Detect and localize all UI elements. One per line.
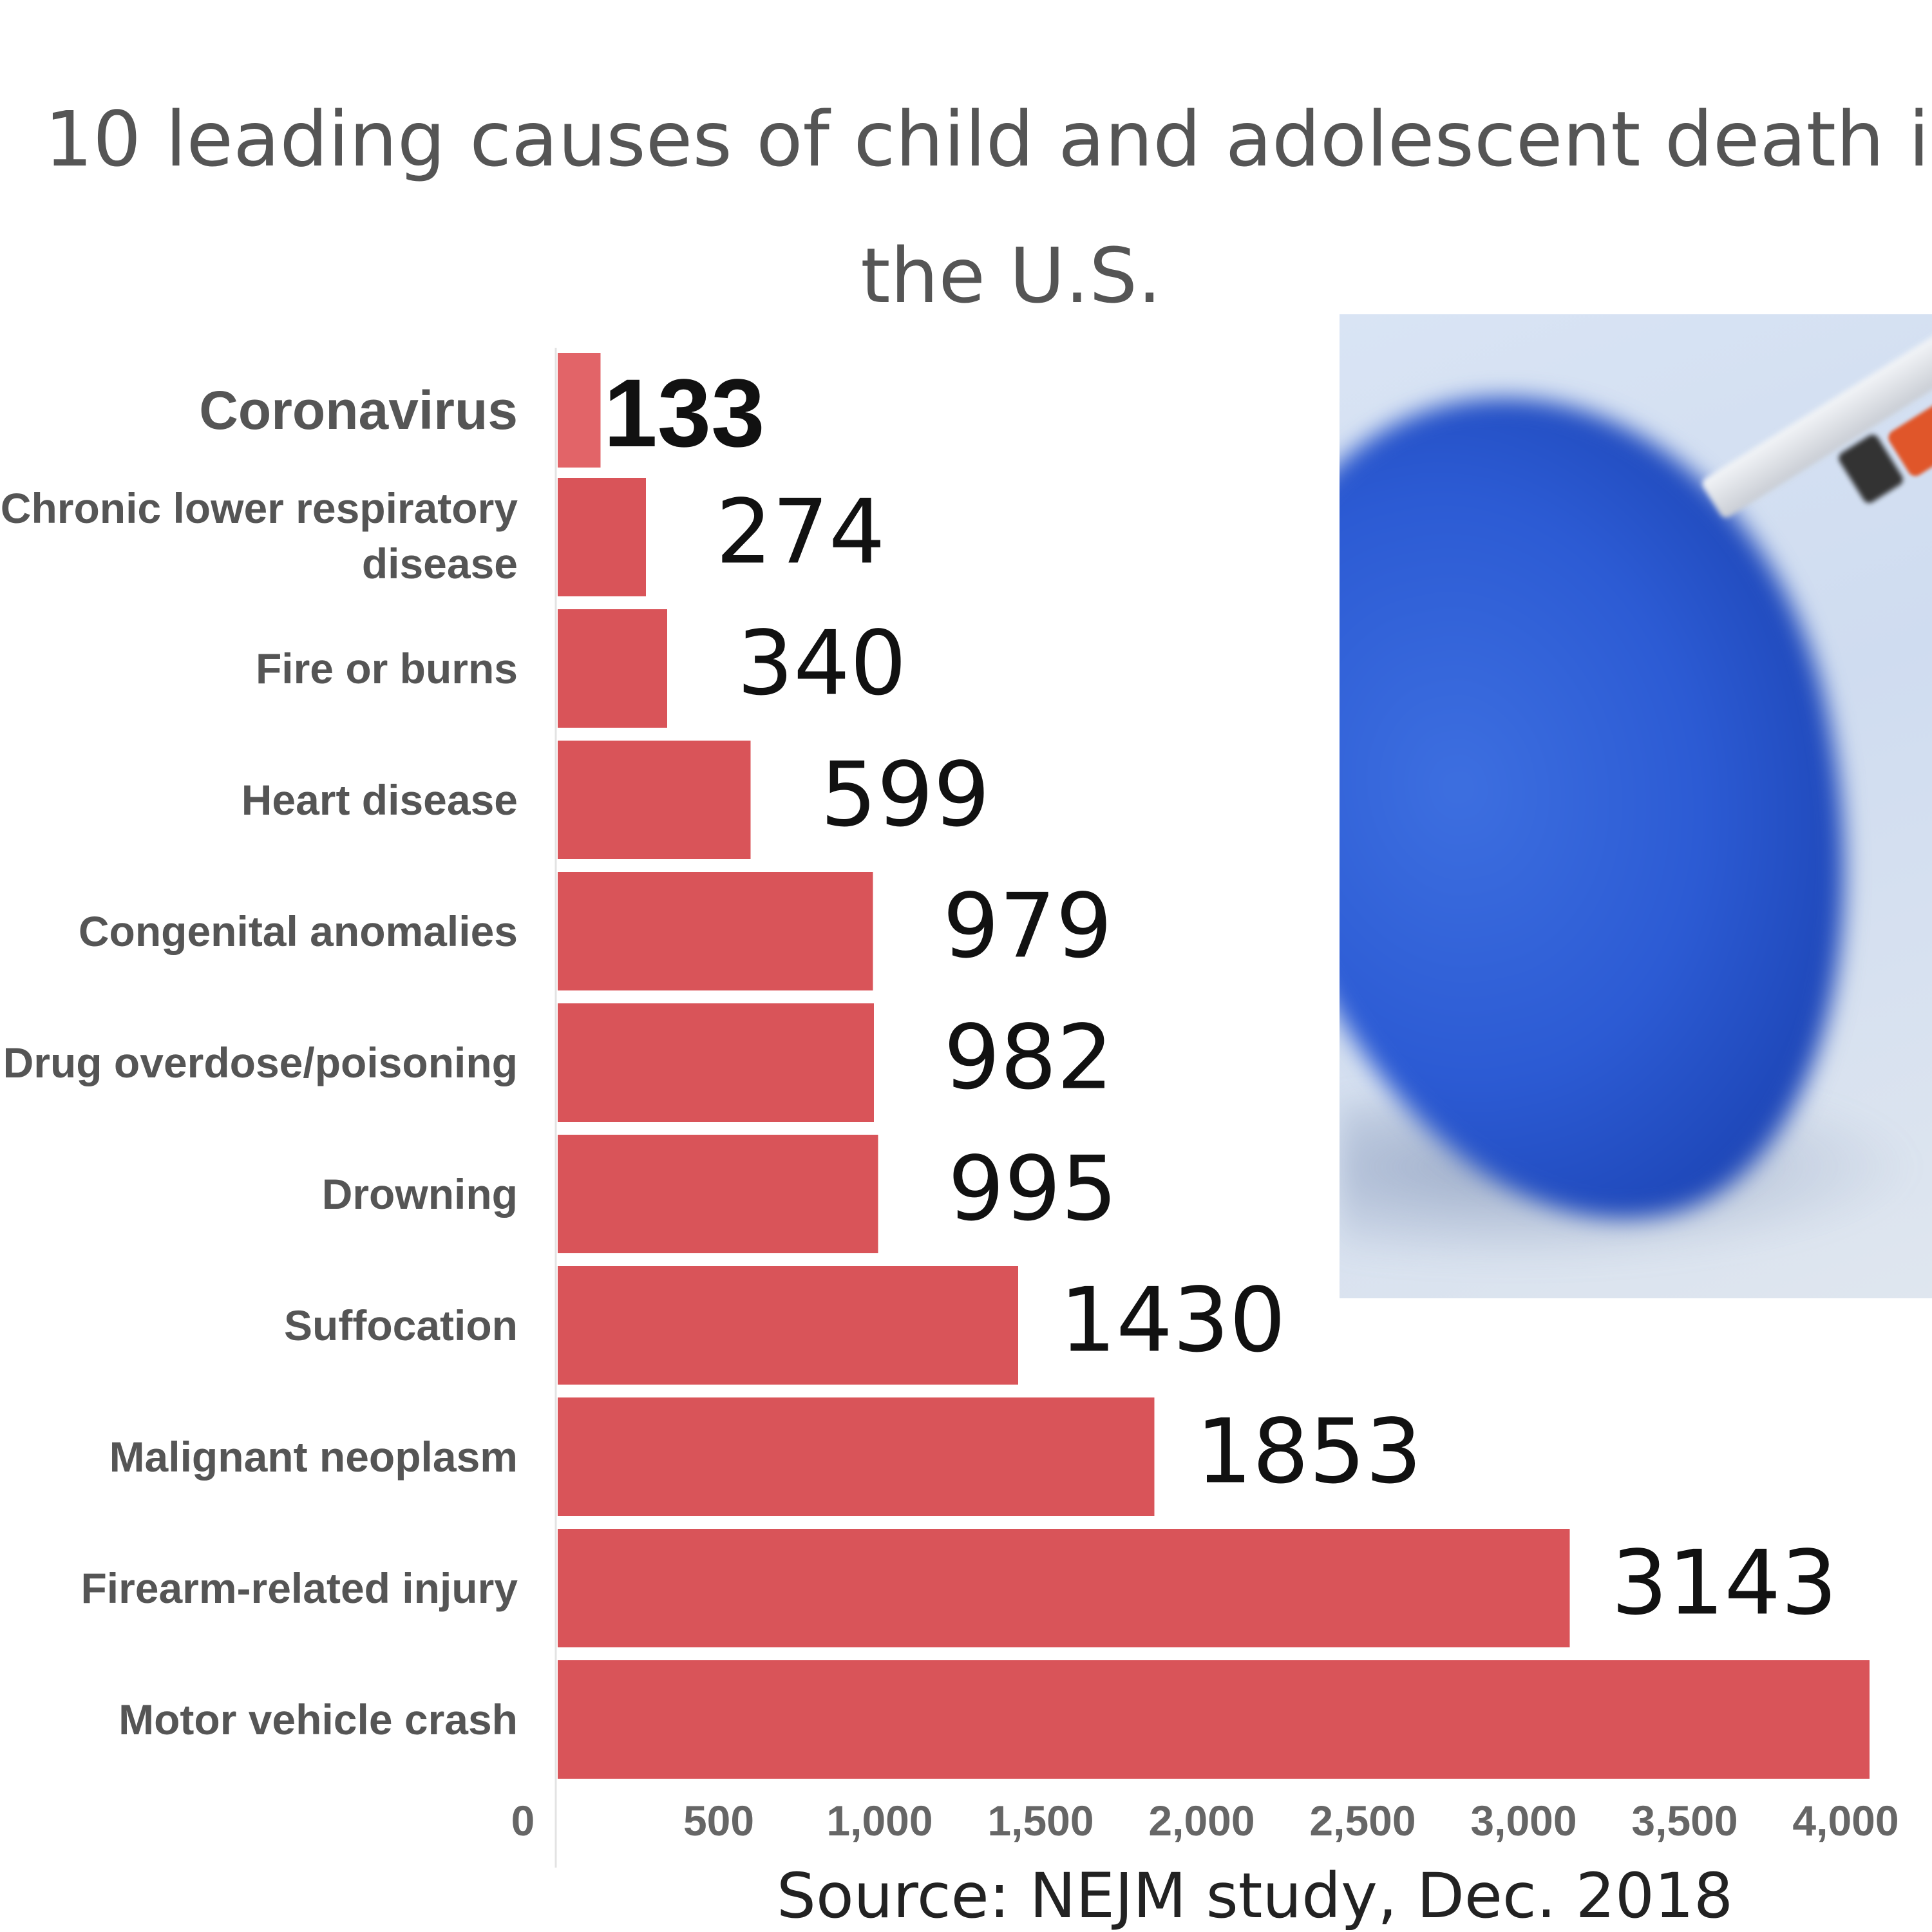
chart-title: 10 leading causes of child and adolescen… <box>44 95 1932 320</box>
x-tick-label: 500 <box>683 1797 754 1844</box>
category-label: Malignant neoplasm <box>109 1433 518 1481</box>
data-label: 3143 <box>1611 1531 1837 1635</box>
bar <box>558 1529 1570 1647</box>
category-label-line: disease <box>362 540 518 587</box>
data-label: 133 <box>603 359 764 467</box>
bar <box>558 1003 874 1122</box>
data-label: 599 <box>820 743 990 847</box>
x-tick-label: 0 <box>511 1797 535 1844</box>
category-label: Firearm-related injury <box>80 1564 518 1612</box>
x-tick-label: 1,000 <box>826 1797 933 1844</box>
category-label: Drowning <box>322 1170 518 1218</box>
x-tick-label: 2,500 <box>1309 1797 1416 1844</box>
category-label: Fire or burns <box>256 645 518 692</box>
category-label: Suffocation <box>284 1302 518 1349</box>
x-tick-label: 2,000 <box>1148 1797 1255 1844</box>
bar <box>558 353 601 468</box>
x-tick-label: 3,500 <box>1631 1797 1738 1844</box>
data-label: 1853 <box>1196 1400 1422 1504</box>
data-label: 995 <box>948 1137 1117 1241</box>
bar <box>558 1397 1155 1516</box>
x-tick-label: 1,500 <box>987 1797 1094 1844</box>
data-label: 982 <box>943 1006 1113 1110</box>
data-label: 979 <box>943 875 1112 978</box>
category-label: Chronic lower respiratory disease <box>1 484 518 587</box>
category-label: Heart disease <box>242 776 518 824</box>
bar <box>558 741 751 859</box>
x-tick-label: 4,000 <box>1792 1797 1899 1844</box>
source-note: Source: NEJM study, Dec. 2018 <box>777 1860 1734 1932</box>
syringe-photo <box>1340 314 1932 1298</box>
data-label: 274 <box>715 480 885 584</box>
bar <box>558 872 873 990</box>
bar <box>558 1660 1870 1779</box>
category-label: Drug overdose/poisoning <box>3 1039 518 1086</box>
bar <box>558 1135 878 1253</box>
data-label: 1430 <box>1059 1269 1285 1372</box>
x-tick-label: 3,000 <box>1470 1797 1577 1844</box>
category-label: Coronavirus <box>199 380 518 440</box>
bar <box>558 609 667 728</box>
bar <box>558 478 646 596</box>
category-label: Congenital anomalies <box>79 907 518 955</box>
category-label-line: Chronic lower respiratory <box>1 484 518 532</box>
data-label: 340 <box>737 612 906 715</box>
category-label: Motor vehicle crash <box>118 1696 518 1743</box>
bar <box>558 1266 1018 1385</box>
